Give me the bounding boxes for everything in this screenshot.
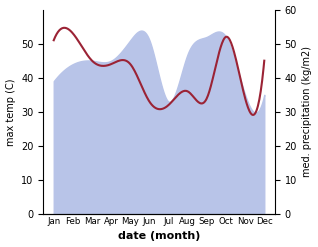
Y-axis label: max temp (C): max temp (C) [5, 78, 16, 145]
X-axis label: date (month): date (month) [118, 231, 200, 242]
Y-axis label: med. precipitation (kg/m2): med. precipitation (kg/m2) [302, 46, 313, 177]
